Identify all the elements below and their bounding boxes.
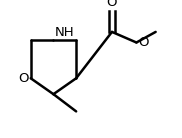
Text: O: O <box>19 72 29 85</box>
Text: O: O <box>107 0 117 9</box>
Text: NH: NH <box>54 26 74 39</box>
Text: O: O <box>138 36 148 49</box>
